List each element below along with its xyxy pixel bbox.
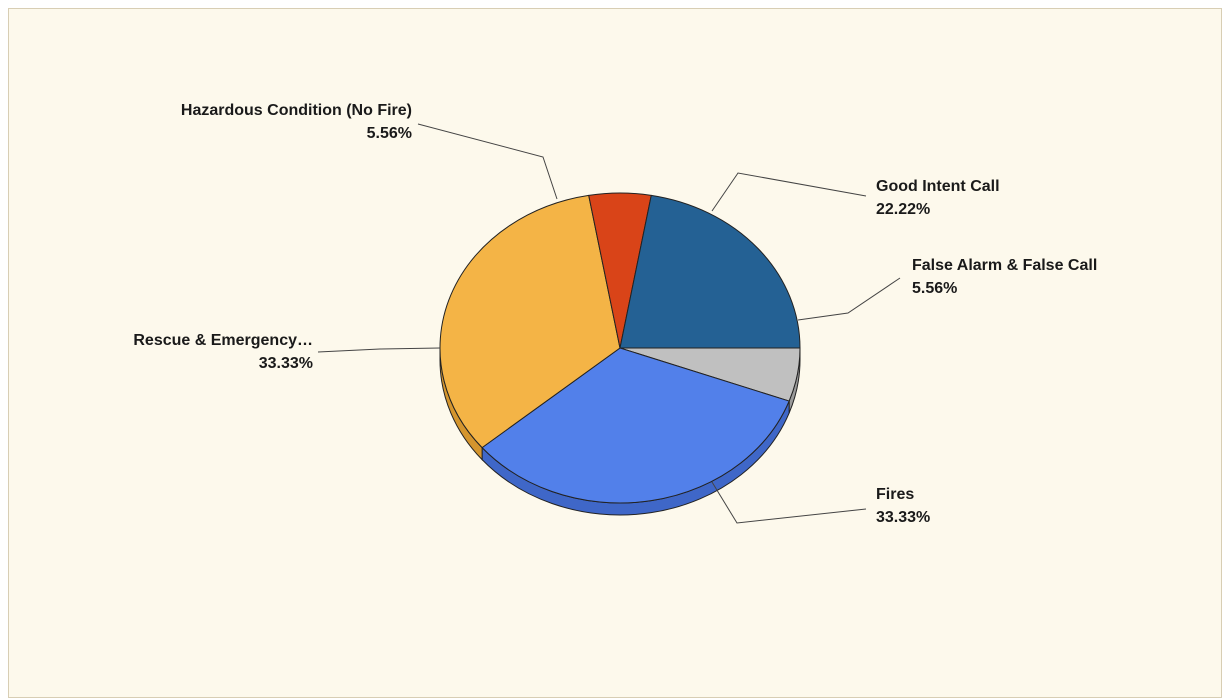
- leader-line-1: [711, 481, 867, 524]
- leader-line-3: [417, 123, 558, 200]
- slice-pct-2: 33.33%: [259, 355, 313, 372]
- slice-pct-4: 22.22%: [876, 201, 930, 218]
- slice-label-2: Rescue & Emergency…: [133, 332, 313, 349]
- pie-slice-4: [619, 194, 801, 349]
- slice-pct-3: 5.56%: [367, 125, 412, 142]
- pie-slice-1: [481, 347, 790, 504]
- pie-labels: False Alarm & False Call 5.56% Fires 33.33%…: [133, 102, 1097, 526]
- leader-line-4: [711, 172, 867, 212]
- pie-slices: [439, 192, 801, 504]
- slice-label-4: Good Intent Call: [876, 178, 1000, 195]
- pie-slice-2: [439, 194, 621, 449]
- slice-pct-0: 5.56%: [912, 280, 957, 297]
- leader-line-0: [797, 277, 901, 321]
- slice-label-3: Hazardous Condition (No Fire): [181, 102, 412, 119]
- slice-label-0: False Alarm & False Call: [912, 257, 1097, 274]
- leader-line-2: [317, 347, 441, 353]
- slice-label-1: Fires: [876, 486, 914, 503]
- slice-pct-1: 33.33%: [876, 509, 930, 526]
